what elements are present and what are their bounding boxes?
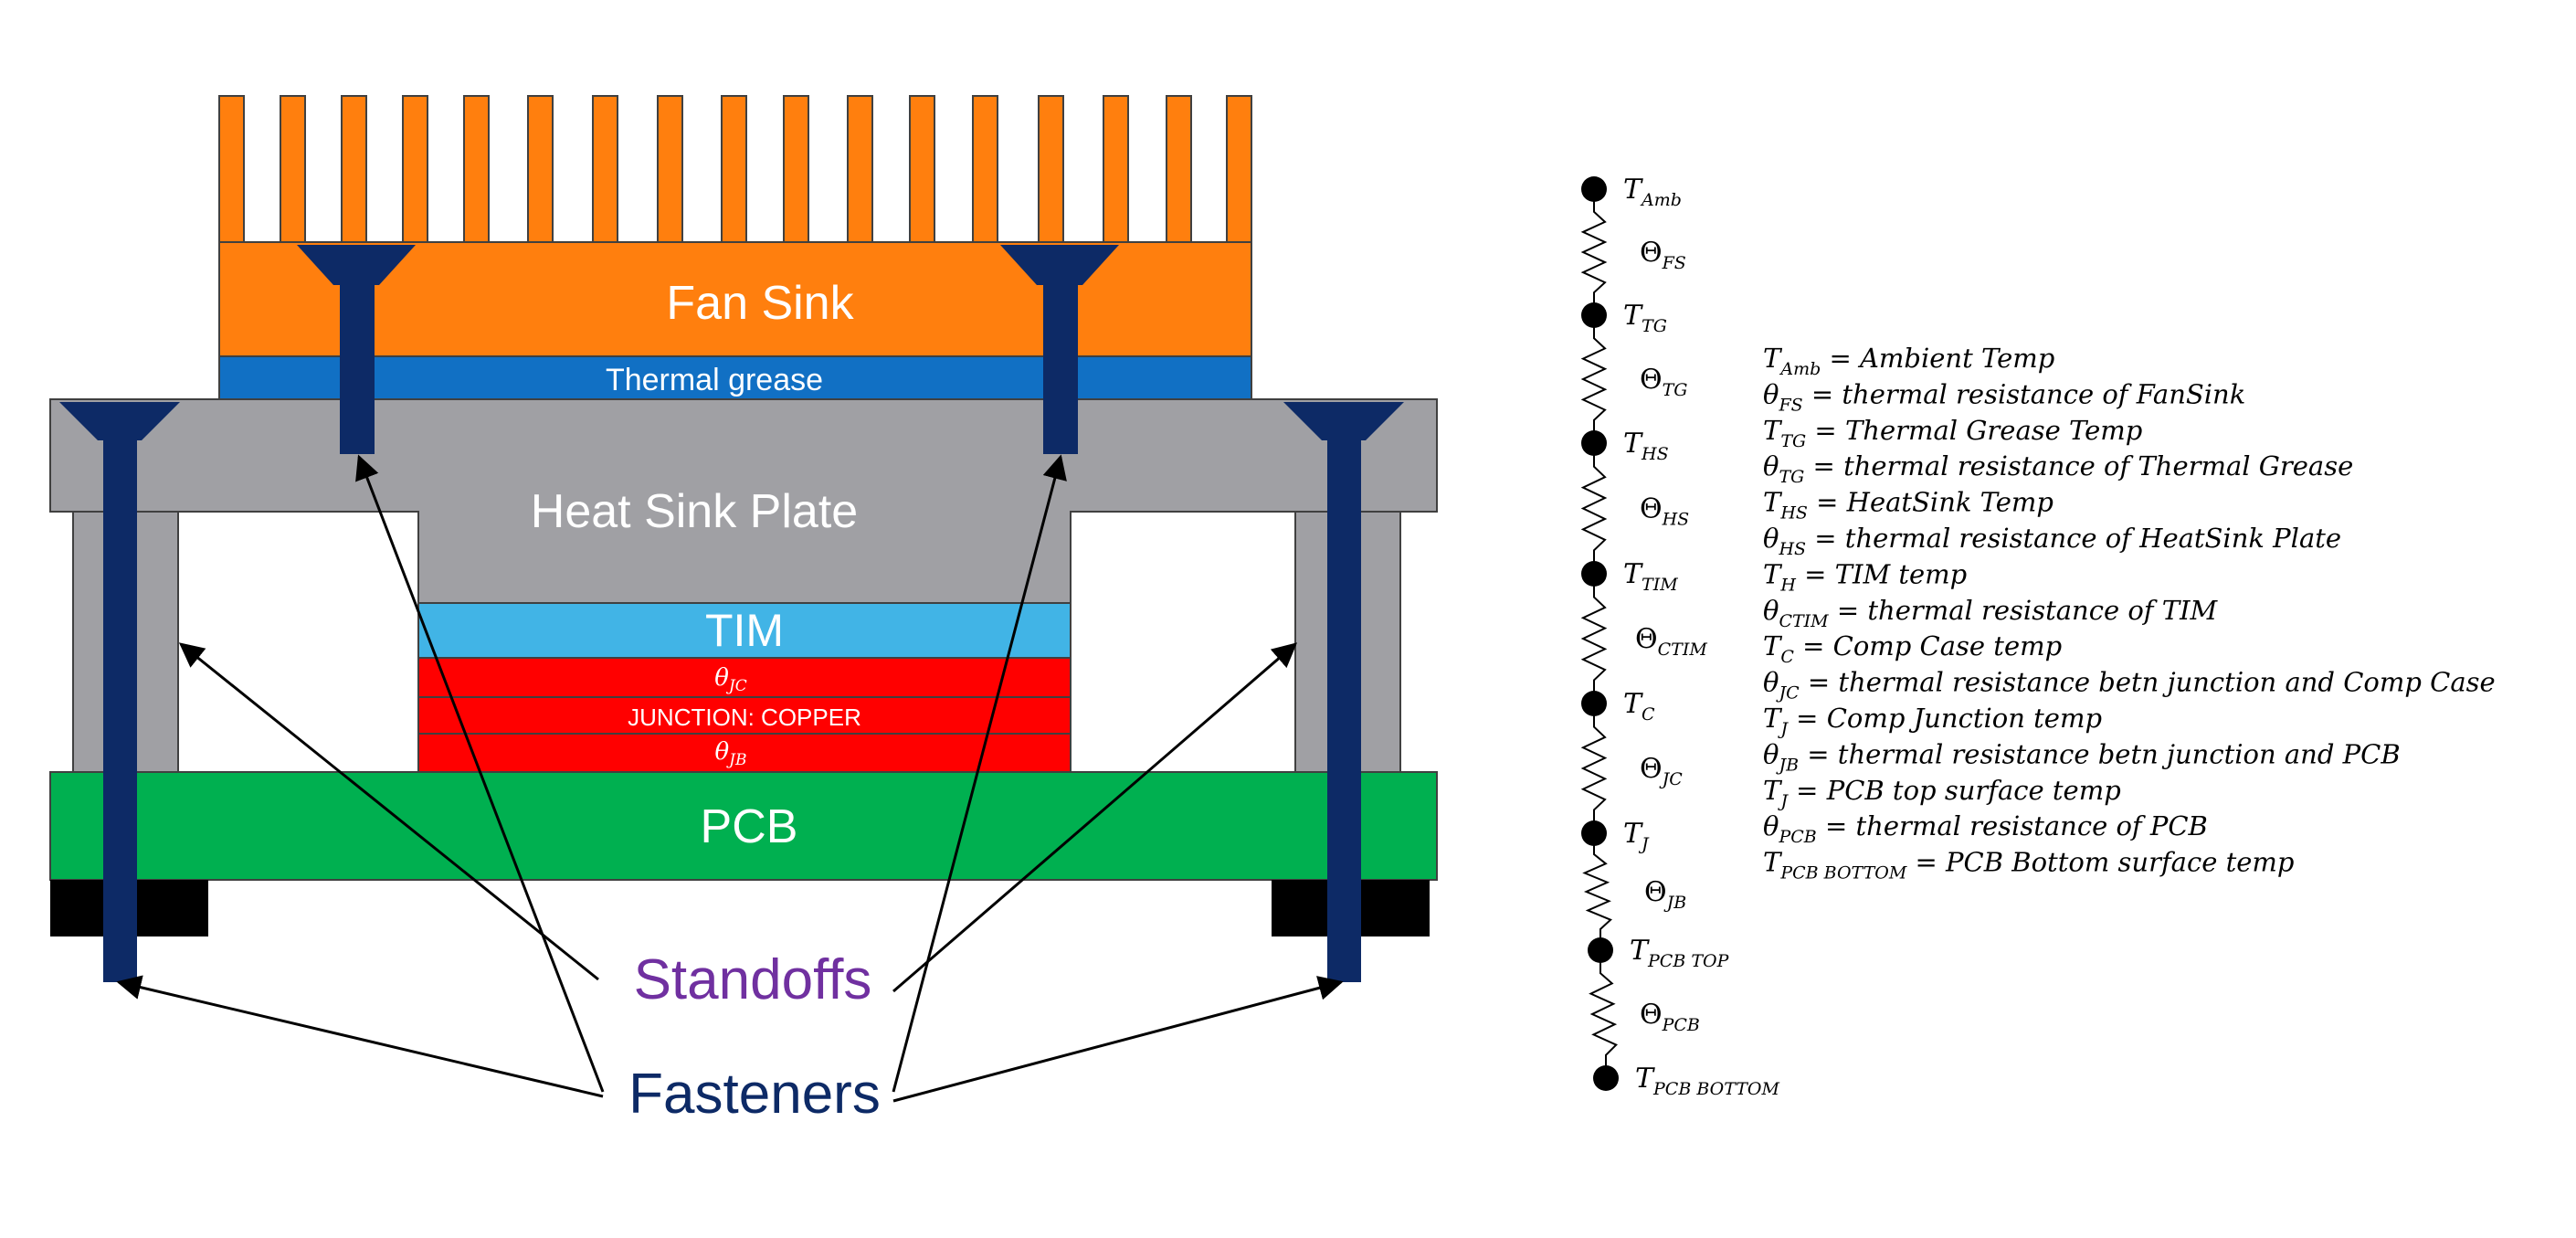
arrow-fasteners-upper-right <box>892 454 1067 1093</box>
pcb-board <box>49 771 1438 881</box>
arrow-fasteners-outer-right <box>892 976 1344 1103</box>
legend-row-2: θFS = thermal resistance of FanSink <box>1763 378 2245 415</box>
heat-sink-plate-label: Heat Sink Plate <box>531 485 858 538</box>
node-label-1: TAmb <box>1623 174 1682 210</box>
fin-11 <box>847 95 873 245</box>
node-label-6: TJ <box>1623 818 1650 854</box>
resistor-label-7: ΘPCB <box>1640 999 1700 1035</box>
legend-row-5: THS = HeatSink Temp <box>1763 487 2053 524</box>
fin-17 <box>1226 95 1252 245</box>
thermal-grease-layer <box>218 355 1252 400</box>
theta-jc-label: θJC <box>714 664 746 695</box>
legend-row-9: TC = Comp Case temp <box>1763 630 2062 667</box>
legend-row-3: TTG = Thermal Grease Temp <box>1763 415 2142 451</box>
pcb-label: PCB <box>701 800 798 853</box>
node-label-5: TC <box>1623 688 1655 725</box>
resistor-label-4: ΘCTIM <box>1635 623 1707 660</box>
resistor-2 <box>1580 315 1608 443</box>
node-label-2: TTG <box>1623 300 1667 336</box>
junction-copper-layer <box>417 696 1072 735</box>
legend-row-15: TPCB BOTTOM = PCB Bottom surface temp <box>1763 847 2294 884</box>
fin-15 <box>1103 95 1129 245</box>
node-1 <box>1581 176 1607 202</box>
legend-row-10: θJC = thermal resistance betn junction a… <box>1763 667 2496 704</box>
thermal-grease-label: Thermal grease <box>606 363 823 397</box>
arrow-fasteners-outer-left <box>116 975 604 1098</box>
arrow-standoffs-left <box>178 642 599 981</box>
fin-13 <box>972 95 998 245</box>
resistor-label-2: ΘTG <box>1640 364 1687 400</box>
fin-5 <box>463 95 490 245</box>
fasteners-label: Fasteners <box>628 1063 881 1126</box>
fin-2 <box>280 95 306 245</box>
legend-row-4: θTG = thermal resistance of Thermal Grea… <box>1763 450 2353 487</box>
resistor-1 <box>1580 189 1608 315</box>
tim-layer <box>417 602 1072 659</box>
fastener-upper-left <box>297 245 416 454</box>
callout-arrows <box>116 454 1344 1103</box>
fastener-outer-right <box>1283 402 1404 982</box>
resistor-3 <box>1580 443 1608 574</box>
legend-row-1: TAmb = Ambient Temp <box>1763 343 2054 379</box>
node-7 <box>1588 937 1613 963</box>
resistor-4 <box>1580 574 1608 704</box>
resistor-label-1: ΘFS <box>1640 237 1686 273</box>
node-6 <box>1581 820 1607 846</box>
fin-3 <box>341 95 367 245</box>
legend-row-6: θHS = thermal resistance of HeatSink Pla… <box>1763 523 2341 559</box>
node-4 <box>1581 561 1607 587</box>
resistor-label-3: ΘHS <box>1640 493 1689 530</box>
resistor-label-6: ΘJB <box>1644 876 1686 913</box>
theta-jc-layer <box>417 657 1072 698</box>
legend-row-11: TJ = Comp Junction temp <box>1763 703 2102 739</box>
arrow-standoffs-right <box>892 642 1298 993</box>
resistor-5 <box>1580 704 1608 833</box>
fin-6 <box>527 95 554 245</box>
fin-16 <box>1166 95 1192 245</box>
node-label-3: THS <box>1623 428 1669 464</box>
node-label-8: TPCB BOTTOM <box>1635 1063 1780 1099</box>
arrow-fasteners-upper-left <box>355 454 605 1093</box>
fin-8 <box>657 95 683 245</box>
fan-sink-fins <box>218 95 1252 245</box>
fin-4 <box>402 95 428 245</box>
legend-row-14: θPCB = thermal resistance of PCB <box>1763 810 2208 847</box>
fin-7 <box>592 95 618 245</box>
resistor-label-5: ΘJC <box>1640 753 1683 789</box>
fastener-upper-right <box>1000 245 1119 454</box>
fin-12 <box>909 95 935 245</box>
fin-1 <box>218 95 245 245</box>
theta-jb-label: θJB <box>715 738 747 769</box>
fin-10 <box>783 95 809 245</box>
standoffs-label: Standoffs <box>634 948 872 1011</box>
physical-stack: Fan Sink Thermal grease Heat Sink Plate … <box>49 95 1438 1126</box>
node-2 <box>1581 302 1607 328</box>
fastener-outer-left <box>59 402 180 982</box>
node-5 <box>1581 691 1607 716</box>
resistor-6 <box>1582 833 1612 950</box>
node-label-4: TTIM <box>1623 558 1678 595</box>
resistor-7 <box>1589 950 1618 1078</box>
node-3 <box>1581 430 1607 456</box>
legend-row-8: θCTIM = thermal resistance of TIM <box>1763 595 2219 631</box>
node-8 <box>1593 1065 1619 1091</box>
legend-row-12: θJB = thermal resistance betn junction a… <box>1763 738 2401 775</box>
fin-14 <box>1038 95 1064 245</box>
fan-sink-label: Fan Sink <box>666 277 854 330</box>
node-label-7: TPCB TOP <box>1630 935 1730 971</box>
fin-9 <box>721 95 747 245</box>
tim-label: TIM <box>705 605 784 656</box>
junction-label: JUNCTION: COPPER <box>628 704 861 731</box>
legend-row-7: TH = TIM temp <box>1763 558 1967 595</box>
thermal-resistance-network: ΘFS ΘTG ΘHS ΘCTIM ΘJC ΘJB ΘPCB TAmb TTG THS TTIM TC… <box>1580 174 1780 1099</box>
legend-row-13: TJ = PCB top surface temp <box>1763 775 2121 811</box>
